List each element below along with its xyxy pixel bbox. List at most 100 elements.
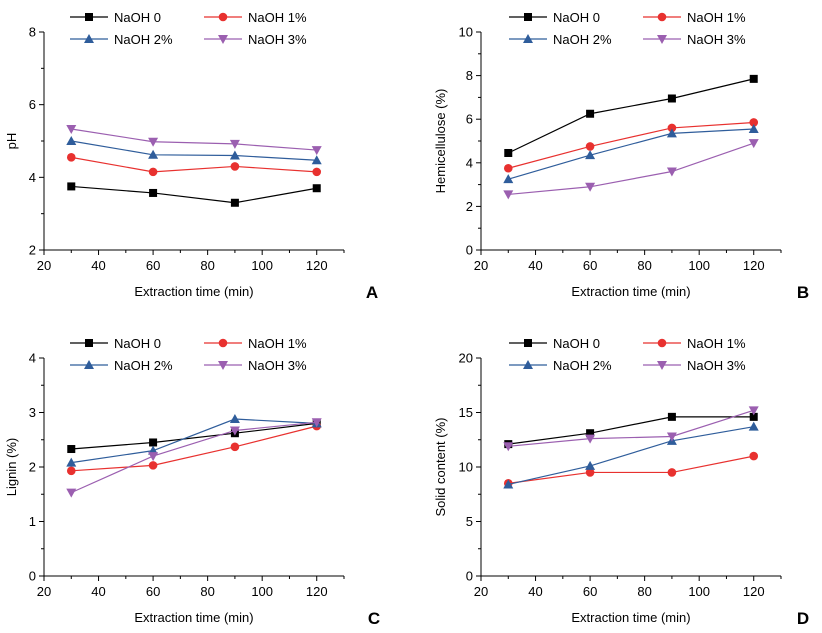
series-line-2 — [508, 128, 754, 180]
legend-label: NaOH 3% — [248, 358, 307, 373]
series-line-1 — [71, 425, 317, 472]
x-tick-label: 100 — [251, 584, 273, 599]
data-point-0 — [312, 184, 321, 193]
data-point-1 — [230, 442, 240, 452]
legend-marker — [218, 12, 228, 22]
y-tick-label: 2 — [29, 243, 36, 258]
y-tick-label: 4 — [29, 351, 36, 366]
legend-item: NaOH 2% — [509, 32, 612, 47]
data-point-3 — [311, 146, 322, 156]
y-axis-title: Solid content (%) — [433, 418, 448, 517]
x-tick-label: 60 — [583, 584, 597, 599]
data-point-2 — [585, 150, 596, 160]
legend-item: NaOH 0 — [509, 336, 600, 351]
x-axis-title: Extraction time (min) — [571, 284, 690, 299]
data-point-0 — [749, 74, 758, 83]
legend-label: NaOH 3% — [687, 32, 746, 47]
x-tick-label: 40 — [91, 258, 105, 273]
x-tick-label: 20 — [474, 584, 488, 599]
legend-marker — [218, 361, 228, 370]
data-point-0 — [586, 429, 595, 438]
legend-marker — [657, 361, 667, 370]
y-tick-label: 8 — [29, 25, 36, 40]
data-point-3 — [585, 434, 596, 444]
series-line-3 — [71, 421, 317, 494]
y-tick-label: 0 — [466, 243, 473, 258]
y-tick-label: 0 — [466, 569, 473, 584]
data-point-2 — [66, 136, 77, 145]
panel-letter: A — [366, 283, 378, 302]
data-point-0 — [667, 94, 676, 103]
legend-label: NaOH 2% — [114, 358, 173, 373]
legend-marker — [524, 339, 532, 347]
x-tick-label: 120 — [743, 258, 765, 273]
data-point-3 — [311, 418, 322, 428]
data-point-3 — [748, 139, 759, 149]
data-point-2 — [666, 128, 677, 138]
y-tick-label: 20 — [459, 351, 473, 366]
series-line-0 — [71, 185, 317, 204]
y-tick-label: 10 — [459, 25, 473, 40]
data-point-1 — [66, 466, 76, 476]
data-point-1 — [749, 451, 759, 461]
legend-label: NaOH 2% — [114, 32, 173, 47]
legend-item: NaOH 0 — [70, 10, 161, 25]
data-point-2 — [748, 124, 759, 134]
legend-label: NaOH 0 — [553, 10, 600, 25]
legend-marker — [523, 34, 533, 43]
legend-marker — [657, 338, 667, 348]
x-tick-label: 20 — [37, 584, 51, 599]
legend-label: NaOH 3% — [248, 32, 307, 47]
x-axis-title: Extraction time (min) — [134, 284, 253, 299]
y-tick-label: 2 — [466, 199, 473, 214]
x-tick-label: 40 — [91, 584, 105, 599]
legend-label: NaOH 1% — [248, 336, 307, 351]
y-tick-label: 10 — [459, 460, 473, 475]
x-tick-label: 120 — [306, 584, 328, 599]
x-tick-label: 120 — [306, 258, 328, 273]
data-point-1 — [148, 167, 158, 177]
legend-label: NaOH 1% — [687, 336, 746, 351]
series-line-2 — [508, 426, 754, 486]
data-point-3 — [503, 190, 514, 200]
y-tick-label: 6 — [466, 112, 473, 127]
legend-item: NaOH 3% — [204, 358, 307, 373]
legend-item: NaOH 1% — [643, 336, 746, 351]
y-tick-label: 8 — [466, 68, 473, 83]
legend-label: NaOH 0 — [114, 336, 161, 351]
series-line-0 — [508, 78, 754, 154]
legend-item: NaOH 2% — [70, 358, 173, 373]
y-tick-label: 5 — [466, 514, 473, 529]
data-point-3 — [229, 139, 240, 149]
data-point-3 — [66, 488, 77, 498]
x-tick-label: 80 — [637, 258, 651, 273]
legend-marker — [218, 35, 228, 44]
legend-marker — [657, 35, 667, 44]
legend-item: NaOH 0 — [509, 10, 600, 25]
y-tick-label: 4 — [29, 170, 36, 185]
data-point-0 — [586, 109, 595, 118]
data-point-1 — [585, 142, 595, 151]
data-point-1 — [749, 118, 759, 127]
panel-c: 20 40 60 80 100 120 0 1 2 3 4 Extraction time (min)… — [4, 336, 380, 628]
data-point-0 — [230, 198, 239, 207]
x-tick-label: 60 — [146, 258, 160, 273]
y-tick-label: 1 — [29, 514, 36, 529]
panel-letter: C — [368, 609, 380, 628]
data-point-2 — [311, 155, 322, 165]
y-tick-label: 4 — [466, 155, 473, 170]
x-tick-label: 40 — [528, 258, 542, 273]
data-point-1 — [585, 468, 595, 477]
panel-b: 20 40 60 80 100 120 0 2 4 6 8 10 Extraction time (mi… — [433, 10, 809, 302]
legend-label: NaOH 2% — [553, 32, 612, 47]
x-tick-label: 20 — [37, 258, 51, 273]
y-tick-label: 3 — [29, 405, 36, 420]
series-line-0 — [508, 416, 754, 445]
legend-item: NaOH 2% — [70, 32, 173, 47]
legend-label: NaOH 1% — [248, 10, 307, 25]
x-tick-label: 20 — [474, 258, 488, 273]
legend-marker — [84, 34, 94, 43]
data-point-2 — [585, 460, 596, 470]
data-point-3 — [66, 125, 77, 135]
